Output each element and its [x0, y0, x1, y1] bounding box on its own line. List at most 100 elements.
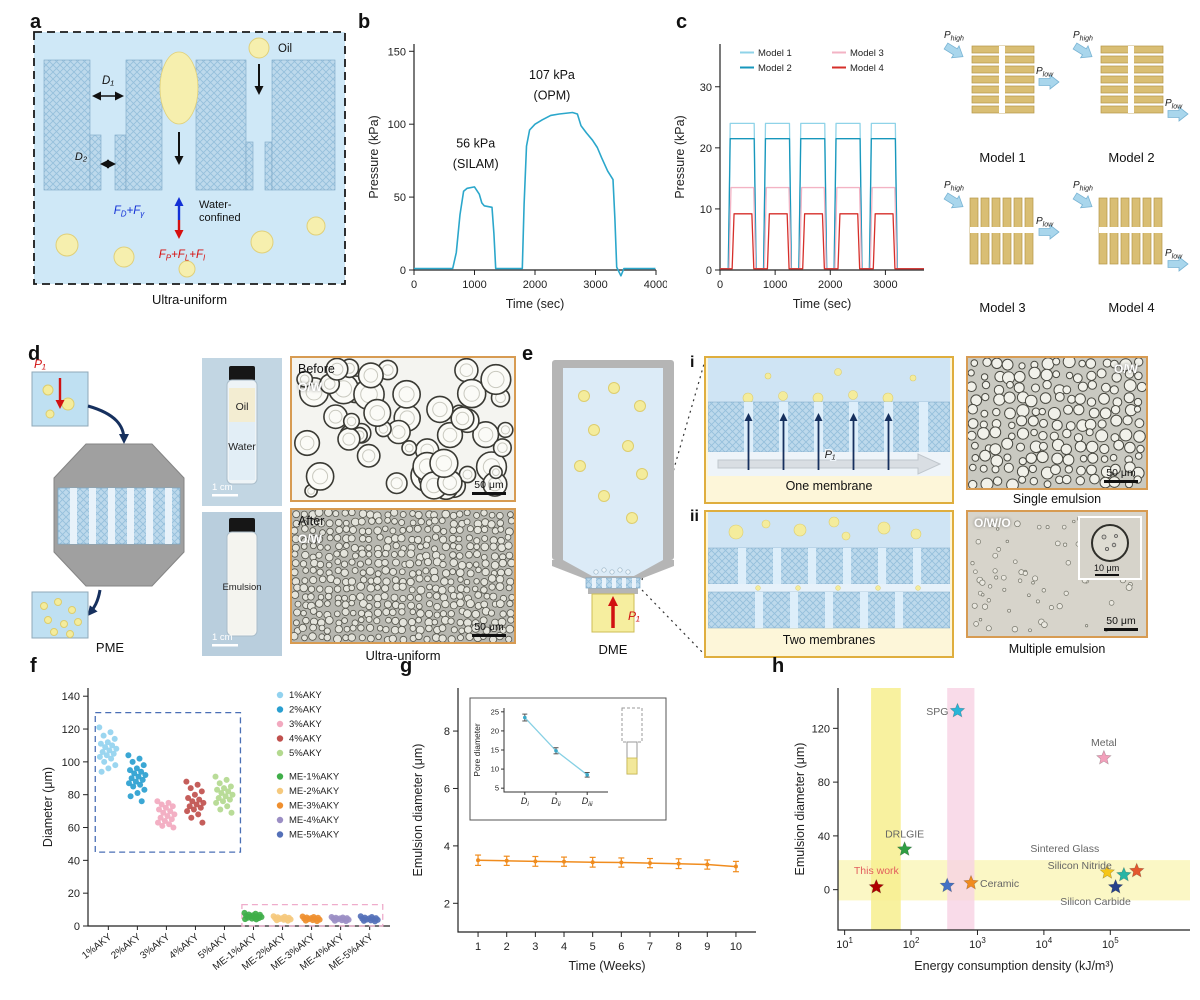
svg-text:Phigh: Phigh [1073, 30, 1093, 43]
svg-text:10: 10 [700, 204, 712, 216]
multiple-emulsion-caption: Multiple emulsion [1008, 642, 1106, 656]
svg-text:0: 0 [824, 885, 830, 897]
star-Ceramic [963, 874, 979, 890]
svg-text:ME-2%AKY: ME-2%AKY [289, 786, 340, 797]
svg-text:0: 0 [717, 279, 723, 291]
p1-label: P₁ [628, 609, 640, 623]
svg-text:Metal: Metal [1091, 737, 1117, 749]
model-4-name: Model 4 [1108, 300, 1155, 315]
svg-text:30: 30 [700, 82, 712, 94]
flow-curve-in [87, 404, 129, 444]
force-down-label: FP+FL+FI [159, 249, 206, 263]
emulsion-label: Emulsion [222, 582, 261, 593]
svg-text:3%AKY: 3%AKY [138, 931, 172, 961]
svg-text:Plow: Plow [1036, 66, 1054, 79]
star-Silicon Carbide [1107, 878, 1124, 894]
svg-text:Phigh: Phigh [944, 180, 964, 193]
axes: 1 2 3 4 5 6 7 8 9 10 2 4 6 8 [444, 688, 756, 953]
svg-text:Plow: Plow [1165, 248, 1183, 261]
svg-text:120: 120 [62, 724, 80, 736]
scale-text: 1 cm [212, 632, 233, 643]
star-SPG [949, 702, 966, 718]
emulsion-type-label: O/W [1114, 362, 1138, 376]
subpanel-ii-label: ii [690, 508, 699, 525]
panel-c-label: c [676, 11, 688, 33]
emulsion-type-label: O/W/O [974, 516, 1011, 530]
single-emulsion-image [968, 358, 1146, 488]
svg-text:3000: 3000 [583, 279, 607, 291]
svg-text:Model 4: Model 4 [850, 63, 884, 74]
star-This work [868, 878, 885, 894]
single-emulsion-caption: Single emulsion [1012, 492, 1102, 506]
vial-photo-premix: Oil Water 1 cm [202, 358, 282, 506]
svg-text:4%AKY: 4%AKY [167, 931, 201, 961]
one-membrane-caption: One membrane [785, 479, 873, 493]
svg-text:0: 0 [411, 279, 417, 291]
svg-text:100: 100 [62, 757, 80, 769]
pme-schematic: P₁ [31, 357, 185, 639]
svg-text:SPG: SPG [926, 706, 948, 718]
emerging-droplets [742, 368, 917, 404]
star-Metal [1095, 749, 1112, 765]
highlight-band [947, 688, 975, 930]
membrane-blocks [43, 59, 336, 191]
svg-text:1%AKY: 1%AKY [289, 690, 322, 701]
svg-text:Dii: Dii [551, 796, 561, 808]
svg-text:80: 80 [68, 790, 80, 802]
scale-50um: 50 μm [472, 479, 506, 495]
trace-model-1 [720, 122, 924, 270]
vial-photo-emulsion: Emulsion 1 cm [202, 512, 282, 656]
svg-text:2%AKY: 2%AKY [109, 931, 143, 961]
single-emulsion-micrograph: O/W 50 μm [966, 356, 1148, 490]
dme-droplets [574, 382, 648, 524]
svg-text:ME-4%AKY: ME-4%AKY [289, 815, 340, 826]
svg-text:Model 3: Model 3 [850, 48, 884, 59]
micrograph-after: After O/W 50 μm [290, 508, 516, 644]
svg-text:Plow: Plow [1036, 216, 1054, 229]
svg-text:0: 0 [74, 921, 80, 933]
emulsion-type-label: O/W [298, 380, 322, 394]
svg-text:(OPM): (OPM) [534, 88, 571, 102]
svg-text:5: 5 [590, 941, 596, 953]
svg-text:101: 101 [836, 936, 853, 951]
svg-text:0: 0 [706, 265, 712, 277]
svg-text:This work: This work [854, 865, 900, 877]
svg-text:Plow: Plow [1165, 98, 1183, 111]
model-4-schematic: Phigh Plow Model 4 [1067, 176, 1196, 326]
svg-text:25: 25 [491, 707, 499, 716]
svg-text:Pore diameter: Pore diameter [472, 723, 482, 777]
svg-text:1000: 1000 [763, 279, 787, 291]
svg-text:20: 20 [68, 888, 80, 900]
formed-droplets [55, 216, 326, 278]
panel-h-label: h [772, 655, 785, 677]
trace-model-4 [720, 213, 924, 270]
star-DRLGIE [896, 841, 913, 857]
cluster-box [241, 904, 384, 927]
svg-text:0: 0 [400, 265, 406, 277]
dme-membrane-slots [592, 578, 636, 588]
svg-text:8: 8 [676, 941, 682, 953]
two-membranes-schematic [708, 512, 950, 629]
inner-water-droplets [1101, 534, 1118, 551]
micrograph-before: Before O/W 50 μm [290, 356, 516, 502]
panel-d: P₁ PME [22, 352, 520, 664]
svg-text:8: 8 [444, 726, 450, 738]
svg-text:3%AKY: 3%AKY [289, 719, 322, 730]
star-point [939, 877, 956, 893]
inner-droplets [755, 585, 921, 591]
svg-text:DRLGIE: DRLGIE [885, 828, 924, 840]
subpanel-i-label: i [690, 354, 695, 371]
membrane-1-channels [738, 548, 921, 584]
svg-text:60: 60 [68, 823, 80, 835]
svg-text:Di: Di [521, 796, 530, 808]
svg-text:40: 40 [68, 855, 80, 867]
forming-bubbles [593, 567, 631, 575]
vial-cap [229, 366, 255, 381]
panel-e-label: e [522, 343, 534, 365]
svg-text:4%AKY: 4%AKY [289, 734, 322, 745]
svg-text:ME-3%AKY: ME-3%AKY [289, 801, 340, 812]
svg-text:100: 100 [388, 119, 406, 131]
axes: 0 1000 2000 3000 4000 0 50 100 150 [388, 44, 667, 291]
emulsion-droplets [40, 598, 82, 638]
scale-bar [212, 494, 238, 497]
